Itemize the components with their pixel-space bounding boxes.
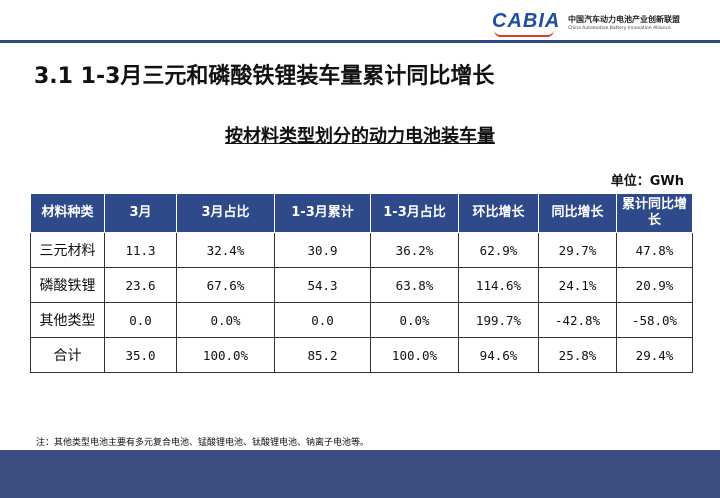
- table-cell: 磷酸铁锂: [30, 267, 105, 303]
- table-title: 按材料类型划分的动力电池装车量: [225, 126, 495, 147]
- footer-bar: [0, 450, 720, 498]
- table-header-row: 材料种类 3月 3月占比 1-3月累计 1-3月占比 环比增长 同比增长 累计同…: [30, 193, 693, 233]
- column-header: 同比增长: [538, 193, 617, 233]
- table-cell: 67.6%: [176, 267, 275, 303]
- org-name: 中国汽车动力电池产业创新联盟 China Automotive Battery …: [568, 14, 680, 31]
- table-cell: 100.0%: [370, 337, 459, 373]
- cabia-logo: CABIA: [492, 10, 564, 38]
- table-cell: 0.0%: [370, 302, 459, 338]
- column-header: 1-3月累计: [274, 193, 371, 233]
- logo-swoosh: [494, 30, 554, 37]
- column-header: 累计同比增长: [616, 193, 693, 233]
- header-divider: [0, 40, 720, 43]
- column-header: 1-3月占比: [370, 193, 459, 233]
- table-cell: 合计: [30, 337, 105, 373]
- table-cell: 35.0: [104, 337, 177, 373]
- column-header: 环比增长: [458, 193, 539, 233]
- table-row: 其他类型 0.0 0.0% 0.0 0.0% 199.7% -42.8% -58…: [30, 302, 693, 338]
- table-cell: 114.6%: [458, 267, 539, 303]
- table-row: 三元材料 11.3 32.4% 30.9 36.2% 62.9% 29.7% 4…: [30, 232, 693, 268]
- table-cell: 29.4%: [616, 337, 693, 373]
- table-cell: 100.0%: [176, 337, 275, 373]
- table-cell: 0.0: [274, 302, 371, 338]
- table-cell: 0.0: [104, 302, 177, 338]
- table-cell: 54.3: [274, 267, 371, 303]
- table-cell: 11.3: [104, 232, 177, 268]
- table-cell: 20.9%: [616, 267, 693, 303]
- table-cell: 94.6%: [458, 337, 539, 373]
- table-cell: 25.8%: [538, 337, 617, 373]
- org-name-cn: 中国汽车动力电池产业创新联盟: [568, 15, 680, 24]
- org-name-en: China Automotive Battery Innovation Alli…: [568, 26, 671, 31]
- unit-label: 单位：GWh: [610, 174, 684, 189]
- page-title: 3.1 1-3月三元和磷酸铁锂装车量累计同比增长: [34, 64, 495, 89]
- table-cell: 36.2%: [370, 232, 459, 268]
- table-cell: 24.1%: [538, 267, 617, 303]
- column-header: 材料种类: [30, 193, 105, 233]
- table-cell: 0.0%: [176, 302, 275, 338]
- table-cell: 三元材料: [30, 232, 105, 268]
- table-cell: -58.0%: [616, 302, 693, 338]
- table-cell: 30.9: [274, 232, 371, 268]
- table-cell: 63.8%: [370, 267, 459, 303]
- table-cell: 47.8%: [616, 232, 693, 268]
- table-cell: 29.7%: [538, 232, 617, 268]
- table-cell: 85.2: [274, 337, 371, 373]
- table-cell: 199.7%: [458, 302, 539, 338]
- data-table: 材料种类 3月 3月占比 1-3月累计 1-3月占比 环比增长 同比增长 累计同…: [30, 193, 693, 373]
- table-total-row: 合计 35.0 100.0% 85.2 100.0% 94.6% 25.8% 2…: [30, 337, 693, 373]
- table-row: 磷酸铁锂 23.6 67.6% 54.3 63.8% 114.6% 24.1% …: [30, 267, 693, 303]
- logo-text: CABIA: [492, 10, 561, 32]
- footnote: 注：其他类型电池主要有多元复合电池、锰酸锂电池、钛酸锂电池、钠离子电池等。: [36, 438, 370, 448]
- table-cell: -42.8%: [538, 302, 617, 338]
- column-header: 3月: [104, 193, 177, 233]
- column-header: 3月占比: [176, 193, 275, 233]
- table-cell: 32.4%: [176, 232, 275, 268]
- table-cell: 62.9%: [458, 232, 539, 268]
- table-cell: 其他类型: [30, 302, 105, 338]
- table-cell: 23.6: [104, 267, 177, 303]
